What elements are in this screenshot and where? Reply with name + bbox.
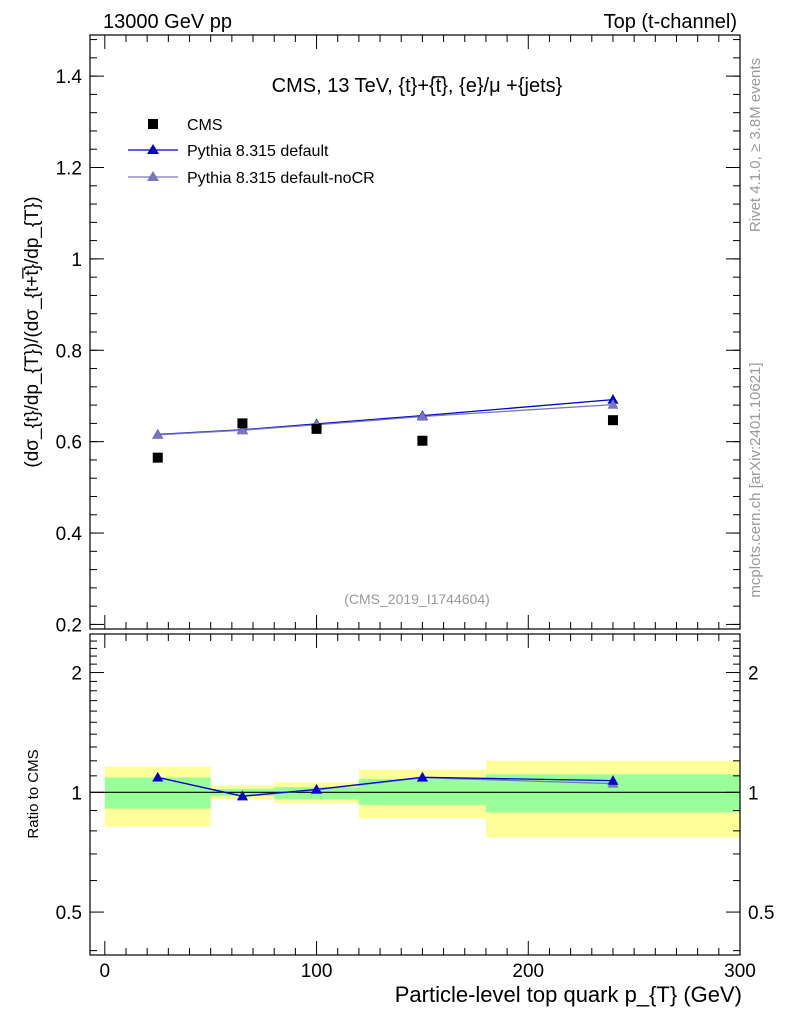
cms-data-point — [237, 418, 248, 429]
ratio-marker — [236, 790, 248, 801]
mcplots-label: mcplots.cern.ch [arXiv:2401.10621] — [747, 362, 764, 597]
y-tick-label: 0.4 — [56, 524, 83, 545]
header-right: Top (t-channel) — [604, 11, 737, 33]
legend: CMS Pythia 8.315 default Pythia 8.315 de… — [128, 117, 375, 187]
ratio-marker — [416, 771, 428, 782]
plot-title: CMS, 13 TeV, {t}+{t̅}, {e}/μ +{jets} — [272, 75, 563, 97]
x-axis-label: Particle-level top quark p_{T} (GeV) — [395, 982, 742, 1007]
y-tick-label: 0.2 — [56, 615, 82, 636]
rivet-version-label: Rivet 4.1.0, ≥ 3.8M events — [747, 58, 764, 232]
legend-marker-nocr — [147, 171, 159, 181]
ratio-y-tick-label: 2 — [71, 664, 82, 685]
legend-marker-cms — [148, 119, 158, 129]
y-tick-label: 0.8 — [56, 341, 82, 362]
x-tick-label: 100 — [301, 961, 333, 982]
legend-label-nocr: Pythia 8.315 default-noCR — [187, 170, 375, 187]
analysis-watermark: (CMS_2019_I1744604) — [344, 591, 490, 607]
uncertainty-band-inner — [104, 777, 211, 809]
y-tick-label: 1.4 — [56, 67, 83, 88]
cms-data-point — [417, 435, 428, 446]
legend-label-cms: CMS — [187, 117, 223, 134]
x-tick-label: 200 — [512, 961, 544, 982]
mc-marker — [152, 429, 164, 439]
legend-marker-default — [147, 144, 159, 154]
x-tick-label: 300 — [724, 961, 756, 982]
cms-data-point — [152, 452, 163, 463]
mc-line-1 — [157, 398, 614, 435]
x-tick-label: 0 — [100, 961, 111, 982]
ratio-y-tick-label-right: 1 — [748, 783, 759, 804]
ratio-y-axis-label: Ratio to CMS — [25, 749, 42, 838]
ratio-marker — [311, 783, 323, 794]
mc-marker — [236, 424, 248, 435]
y-tick-label: 1.2 — [56, 159, 82, 180]
ratio-y-tick-label: 0.5 — [56, 903, 82, 924]
mc-marker — [607, 394, 619, 404]
ratio-marker — [152, 771, 164, 782]
ratio-marker — [607, 775, 619, 785]
cms-data-point — [311, 423, 322, 434]
legend-label-default: Pythia 8.315 default — [187, 143, 329, 160]
ratio-y-tick-label-right: 2 — [748, 664, 759, 685]
ratio-y-tick-label: 1 — [71, 783, 82, 804]
cms-data-point — [607, 415, 618, 426]
mc-marker — [416, 411, 428, 421]
ratio-y-tick-label-right: 0.5 — [748, 903, 774, 924]
main-y-axis-label: (dσ_{t}/dp_{T})/(dσ_{t+t̅}/dp_{T}) — [22, 196, 43, 467]
y-tick-label: 1 — [71, 250, 82, 271]
header-left: 13000 GeV pp — [103, 11, 232, 33]
y-tick-label: 0.6 — [56, 433, 82, 454]
ratio-panel-frame — [89, 633, 741, 956]
mc-marker — [607, 399, 619, 409]
